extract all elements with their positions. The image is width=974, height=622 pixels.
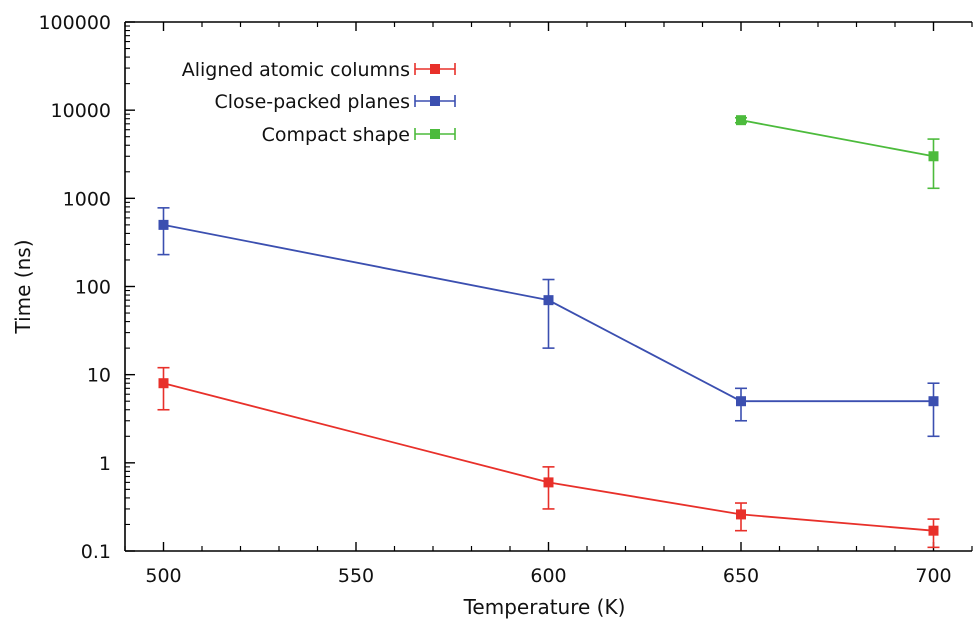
data-point [736, 115, 746, 126]
y-tick-label: 100 [75, 277, 111, 299]
data-point [736, 509, 746, 520]
data-point [543, 477, 554, 488]
y-tick-label: 100000 [38, 12, 111, 34]
legend: Aligned atomic columns Close-packed plane… [182, 59, 456, 146]
series-line [163, 382, 934, 532]
y-tick-label: 10000 [51, 100, 111, 122]
data-point [158, 378, 169, 389]
x-tick-label: 500 [145, 565, 181, 587]
legend-label: Compact shape [262, 124, 410, 146]
y-axis-title: Time (ns) [11, 239, 35, 334]
legend-key-marker [430, 64, 440, 74]
data-point [158, 219, 169, 230]
legend-label: Close-packed planes [215, 91, 411, 113]
x-tick-label: 550 [338, 565, 374, 587]
series-line [163, 223, 934, 403]
legend-key-marker [430, 129, 440, 139]
x-tick-label: 600 [530, 565, 566, 587]
y-tick-label: 0.1 [81, 541, 111, 563]
y-tick-label: 10 [87, 365, 111, 387]
x-axis-title: Temperature (K) [463, 595, 626, 619]
data-point [928, 396, 939, 407]
series-line [740, 119, 934, 158]
x-tick-label: 700 [915, 565, 951, 587]
data-point [928, 525, 939, 536]
y-tick-label: 1000 [63, 188, 111, 210]
axes: 500 550 600 650 700 0.1 1 10 100 1000 10000 100000 [38, 12, 973, 587]
series [157, 207, 940, 438]
y-tick-label: 1 [99, 453, 111, 475]
data-point [543, 295, 554, 306]
legend-key-marker [430, 96, 440, 106]
data-point [736, 396, 746, 407]
series [735, 115, 940, 190]
x-tick-label: 650 [723, 565, 759, 587]
data-point [928, 151, 939, 162]
series [157, 366, 940, 549]
plot-area [157, 115, 940, 549]
legend-label: Aligned atomic columns [182, 59, 410, 81]
